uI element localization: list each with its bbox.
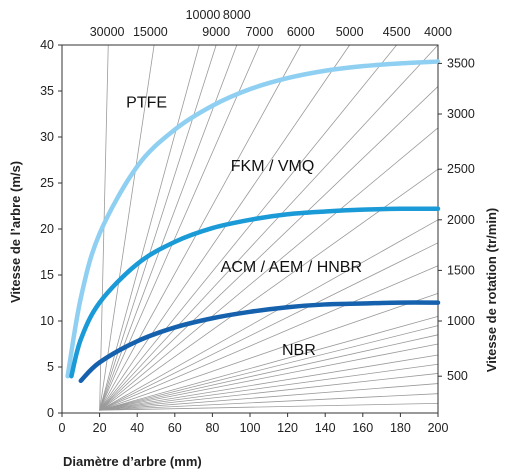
rpm-line [99,265,439,411]
region-label: FKM / VMQ [231,158,315,175]
rpm-line [99,44,397,411]
x-tick-label: 40 [130,421,144,435]
rpm-line [99,44,439,411]
top-tick-label: 8000 [223,8,251,22]
y-tick-label: 35 [40,84,54,98]
y-tick-label: 5 [47,360,54,374]
rpm-line [99,393,439,411]
x-tick-label: 20 [93,421,107,435]
rpm-line [99,44,200,411]
rpm-line [99,127,439,411]
rpm-line [99,86,439,411]
right-tick-label: 2000 [447,213,475,227]
rpm-line [99,242,439,411]
y-axis-ticks: 0 5 10 15 20 25 30 35 40 [40,38,62,420]
x-axis-ticks: 0 20 40 60 80 100 120 140 160 180 200 [59,413,449,435]
rpm-line [99,383,439,411]
x-tick-label: 200 [428,421,449,435]
x-tick-label: 120 [277,421,298,435]
x-tick-label: 0 [59,421,66,435]
top-tick-label: 9000 [202,25,230,39]
right-axis-ticks: 500 1000 1500 2000 2500 3000 3500 [438,56,475,383]
rpm-line [99,325,439,411]
rpm-line [99,44,155,411]
top-tick-label: 7000 [245,25,273,39]
top-tick-label: 30000 [90,25,125,39]
y-tick-label: 20 [40,222,54,236]
y-axis-title: Vitesse de l’arbre (m/s) [8,161,23,303]
plot-border [61,44,439,414]
x-tick-label: 60 [168,421,182,435]
x-tick-label: 80 [205,421,219,435]
top-tick-label: 10000 [186,8,221,22]
right-tick-label: 3000 [447,107,475,121]
top-tick-label: 5000 [336,25,364,39]
y-tick-label: 25 [40,176,54,190]
rpm-line [99,293,439,411]
x-tick-label: 160 [352,421,373,435]
top-tick-label: 15000 [133,25,168,39]
rpm-line [99,402,439,411]
x-axis-title: Diamètre d’arbre (mm) [63,454,202,469]
series-ptfe-line [65,59,441,379]
y-tick-label: 10 [40,314,54,328]
rpm-line [99,354,439,411]
right-tick-label: 1500 [447,263,475,277]
rpm-line [99,373,439,411]
top-tick-label: 4000 [424,25,452,39]
x-tick-label: 100 [240,421,261,435]
series-layer [65,59,441,384]
series-fkm-vmq-line [69,206,441,379]
top-tick-label: 4500 [383,25,411,39]
rpm-line [99,44,350,411]
right-tick-label: 1000 [447,314,475,328]
rpm-line [99,168,439,411]
y-tick-label: 15 [40,268,54,282]
y-tick-label: 40 [40,38,54,52]
right-axis-title: Vitesse de rotation (tr/min) [484,208,499,372]
right-tick-label: 500 [447,369,468,383]
region-label: PTFE [126,95,167,112]
rpm-lines [99,44,439,411]
x-tick-label: 180 [390,421,411,435]
series-acm-aem-hnbr-line [78,300,441,384]
x-tick-label: 140 [315,421,336,435]
right-tick-label: 2500 [447,162,475,176]
y-tick-label: 0 [47,406,54,420]
rpm-line [99,316,439,411]
rpm-line [99,343,439,411]
region-labels: PTFE FKM / VMQ ACM / AEM / HNBR NBR [126,95,362,359]
top-axis-ticks: 30000 15000 10000 8000 9000 7000 6000 5000 4500 4… [90,8,452,39]
top-tick-label: 6000 [287,25,315,39]
region-label: NBR [282,342,316,359]
y-tick-label: 30 [40,130,54,144]
region-label: ACM / AEM / HNBR [221,259,362,276]
plot-frame [61,44,439,414]
rpm-line [99,219,439,411]
rpm-line [99,334,439,411]
rpm-line [99,363,439,411]
rpm-line [99,44,260,411]
rpm-line [99,44,302,411]
right-tick-label: 3500 [447,56,475,70]
